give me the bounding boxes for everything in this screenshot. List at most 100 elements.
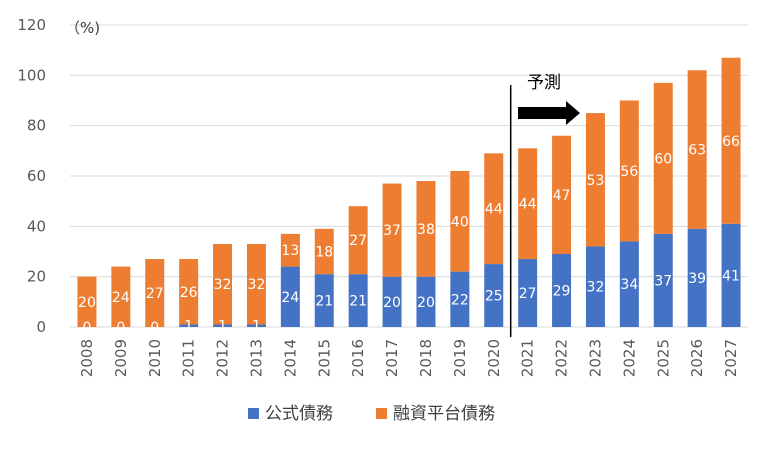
- data-label: 60: [654, 151, 672, 167]
- data-label: 20: [78, 295, 96, 311]
- x-axis-ticks: 2008 2009 2010 2011 2012 2013 2014 2015 2016 2017…: [78, 339, 740, 377]
- bar-segment: [721, 57, 741, 224]
- data-label: 24: [281, 290, 299, 306]
- y-axis-ticks: 0 20 40 60 80 100 120: [17, 16, 46, 336]
- bar-segment: [314, 228, 334, 275]
- data-label: 1: [184, 319, 193, 335]
- bar-segment: [484, 153, 504, 265]
- x-tick-label: 2014: [281, 339, 299, 377]
- x-tick-label: 2015: [315, 339, 333, 377]
- x-tick-label: 2016: [349, 339, 367, 377]
- data-label: 37: [383, 223, 401, 239]
- y-tick-label: 80: [27, 117, 46, 135]
- bar-segment: [619, 100, 639, 242]
- x-tick-label: 2010: [146, 339, 164, 377]
- legend: 公式債務 融資平台債務: [248, 404, 495, 424]
- x-tick-label: 2012: [214, 339, 232, 377]
- data-label: 40: [451, 214, 469, 230]
- gridlines: [70, 24, 748, 328]
- x-tick-label: 2017: [383, 339, 401, 377]
- data-label: 13: [281, 243, 299, 259]
- bar-segment: [585, 246, 605, 327]
- x-tick-label: 2013: [247, 339, 265, 377]
- data-label: 41: [722, 268, 740, 284]
- forecast-label: 予測: [527, 73, 561, 93]
- bar-segment: [179, 259, 199, 325]
- forecast-arrow-icon: [518, 101, 580, 125]
- y-tick-label: 60: [27, 167, 46, 185]
- x-tick-label: 2024: [620, 339, 638, 377]
- data-label: 0: [150, 320, 159, 336]
- data-label: 53: [587, 173, 605, 189]
- bar-segment: [585, 113, 605, 247]
- x-tick-label: 2023: [586, 339, 604, 377]
- bar-segment: [619, 241, 639, 327]
- data-label: 66: [722, 134, 740, 150]
- data-label: 38: [417, 222, 435, 238]
- data-label: 34: [620, 277, 638, 293]
- bar-segment: [416, 181, 436, 277]
- bar-segment: [653, 82, 673, 234]
- data-label: 21: [349, 294, 367, 310]
- data-label: 32: [587, 280, 605, 296]
- bar-segment: [348, 274, 368, 327]
- bar-segment: [213, 324, 233, 327]
- bar-segment: [484, 264, 504, 327]
- data-label: 63: [688, 143, 706, 159]
- data-label: 32: [214, 277, 232, 293]
- data-labels: 0200240271261321322413211821272037203822…: [78, 134, 740, 336]
- data-label: 26: [180, 285, 198, 301]
- bar-segment: [246, 324, 266, 327]
- data-label: 56: [620, 164, 638, 180]
- legend-label-financing-platform-debt: 融資平台債務: [393, 404, 495, 424]
- bar-segment: [145, 259, 165, 327]
- data-label: 47: [553, 188, 571, 204]
- bar-segment: [687, 228, 707, 327]
- data-label: 1: [252, 319, 261, 335]
- bar-segment: [382, 183, 402, 277]
- y-tick-label: 40: [27, 217, 46, 235]
- y-tick-label: 100: [17, 66, 46, 84]
- legend-label-official-debt: 公式債務: [265, 404, 333, 424]
- y-tick-label: 120: [17, 16, 46, 34]
- data-label: 27: [146, 286, 164, 302]
- bar-segment: [280, 266, 300, 327]
- bar-segment: [653, 233, 673, 327]
- x-tick-label: 2027: [722, 339, 740, 377]
- data-label: 39: [688, 271, 706, 287]
- x-tick-label: 2008: [78, 339, 96, 377]
- data-label: 27: [349, 233, 367, 249]
- data-label: 0: [116, 320, 125, 336]
- y-tick-label: 0: [36, 318, 46, 336]
- y-tick-label: 20: [27, 268, 46, 286]
- data-label: 25: [485, 289, 503, 305]
- y-unit-label: （%): [65, 19, 100, 37]
- data-label: 20: [417, 295, 435, 311]
- x-tick-label: 2020: [485, 339, 503, 377]
- data-label: 20: [383, 295, 401, 311]
- data-label: 32: [248, 277, 266, 293]
- bar-segment: [280, 233, 300, 267]
- x-tick-label: 2026: [688, 339, 706, 377]
- forecast-annotation: 予測: [509, 73, 580, 337]
- bar-segment: [416, 276, 436, 327]
- data-label: 37: [654, 273, 672, 289]
- data-label: 1: [218, 319, 227, 335]
- bar-segment: [552, 135, 572, 255]
- data-label: 29: [553, 284, 571, 300]
- bar-segment: [77, 276, 97, 327]
- bar-segment: [179, 324, 199, 327]
- data-label: 27: [519, 286, 537, 302]
- bar-segment: [721, 223, 741, 327]
- data-label: 21: [315, 294, 333, 310]
- bar-segment: [213, 243, 233, 325]
- data-label: 0: [82, 320, 91, 336]
- bars: [77, 57, 741, 327]
- bar-segment: [314, 274, 334, 327]
- bar-segment: [518, 259, 538, 327]
- x-tick-label: 2019: [451, 339, 469, 377]
- x-tick-label: 2009: [112, 339, 130, 377]
- bar-segment: [518, 148, 538, 260]
